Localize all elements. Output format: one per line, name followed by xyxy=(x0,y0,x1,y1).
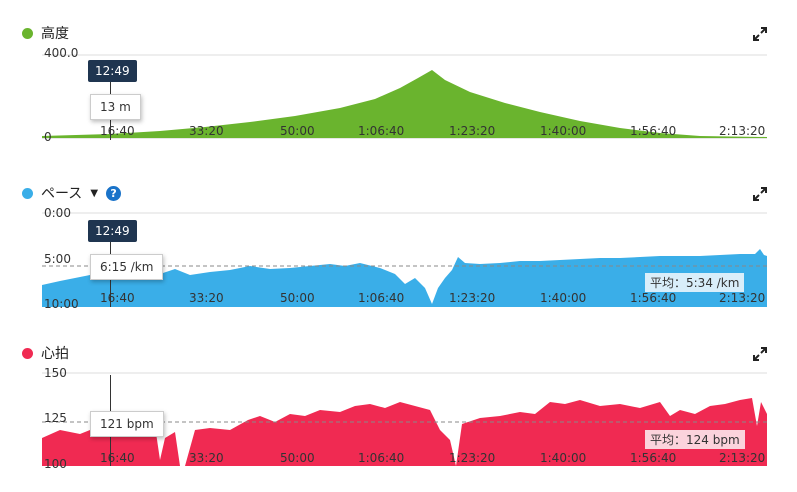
cursor-value-tooltip: 13 m xyxy=(90,94,141,120)
elevation-header: 高度 xyxy=(22,23,69,43)
x-label: 1:56:40 xyxy=(630,124,677,138)
x-label: 1:23:20 xyxy=(449,451,496,465)
expand-icon[interactable] xyxy=(752,346,768,362)
y-label: 100 xyxy=(44,457,67,471)
y-label: 0 xyxy=(44,130,52,144)
cursor-time-tooltip: 12:49 xyxy=(88,60,137,82)
cursor-value-tooltip: 121 bpm xyxy=(90,411,164,437)
x-label: 2:13:20 xyxy=(719,451,766,465)
x-label: 1:23:20 xyxy=(449,124,496,138)
y-label: 125 xyxy=(44,411,67,425)
pace-legend-dot xyxy=(22,187,33,199)
x-label: 1:23:20 xyxy=(449,291,496,305)
heart-rate-header: 心拍 xyxy=(22,343,69,363)
pace-title: ペース xyxy=(41,186,83,202)
x-label: 1:40:00 xyxy=(540,124,587,138)
heart-rate-legend-dot xyxy=(22,347,33,359)
elevation-area xyxy=(42,70,767,138)
x-label: 1:06:40 xyxy=(358,291,405,305)
expand-icon[interactable] xyxy=(752,26,768,42)
x-label: 33:20 xyxy=(189,124,224,138)
x-label: 50:00 xyxy=(280,451,315,465)
x-label: 16:40 xyxy=(100,124,135,138)
heart-rate-title: 心拍 xyxy=(41,346,69,362)
cursor-value-tooltip: 6:15 /km xyxy=(90,254,164,280)
elevation-chart[interactable] xyxy=(0,0,797,160)
x-label: 1:56:40 xyxy=(630,291,677,305)
average-badge: 平均：5:34 /km xyxy=(645,273,745,292)
elevation-legend-dot xyxy=(22,27,33,39)
elevation-panel: 高度 400.0 0 16:40 33:20 50:00 1:06:40 1:2… xyxy=(0,0,797,160)
x-label: 50:00 xyxy=(280,291,315,305)
x-label: 33:20 xyxy=(189,291,224,305)
pace-area xyxy=(42,249,767,307)
x-label: 16:40 xyxy=(100,291,135,305)
x-label: 1:40:00 xyxy=(540,451,587,465)
elevation-title: 高度 xyxy=(41,26,69,42)
y-label: 150 xyxy=(44,366,67,380)
x-label: 1:06:40 xyxy=(358,451,405,465)
average-badge: 平均：124 bpm xyxy=(645,430,745,449)
x-label: 1:40:00 xyxy=(540,291,587,305)
heart-rate-chart[interactable] xyxy=(0,320,797,492)
y-label: 400.0 xyxy=(44,46,79,60)
caret-down-icon[interactable]: ▼ xyxy=(90,187,99,199)
heart-rate-panel: 心拍 150 125 100 16:40 33:20 50:00 1:06:40… xyxy=(0,320,797,492)
expand-icon[interactable] xyxy=(752,186,768,202)
y-label: 10:00 xyxy=(44,297,79,311)
y-label: 0:00 xyxy=(44,206,71,220)
x-label: 2:13:20 xyxy=(719,291,766,305)
pace-header: ペース ▼ ? xyxy=(22,183,122,203)
x-label: 1:56:40 xyxy=(630,451,677,465)
x-label: 2:13:20 xyxy=(719,124,766,138)
pace-panel: ペース ▼ ? 0:00 5:00 10:00 16:40 33:20 50:0… xyxy=(0,160,797,320)
y-label: 5:00 xyxy=(44,252,71,266)
cursor-time-tooltip: 12:49 xyxy=(88,220,137,242)
x-label: 50:00 xyxy=(280,124,315,138)
heart-rate-area xyxy=(42,398,767,466)
x-label: 16:40 xyxy=(100,451,135,465)
x-label: 1:06:40 xyxy=(358,124,405,138)
help-icon[interactable]: ? xyxy=(106,185,122,201)
x-label: 33:20 xyxy=(189,451,224,465)
